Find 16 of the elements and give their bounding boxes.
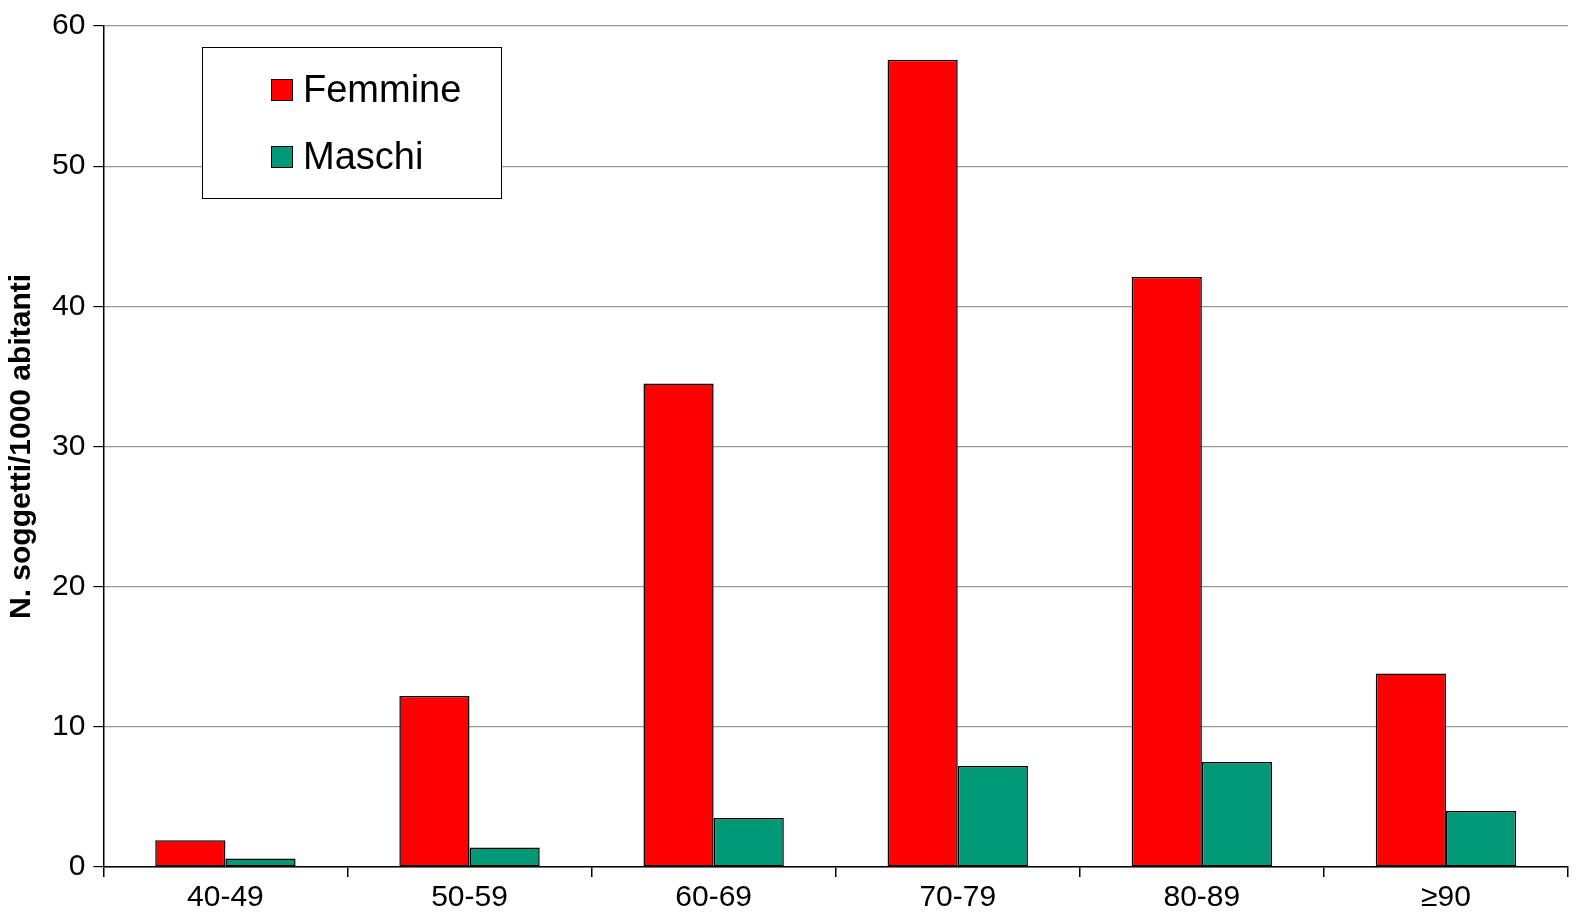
y-tick-label: 40 [51, 287, 86, 321]
legend-label: Maschi [303, 135, 424, 178]
x-tick-label: 70-79 [919, 879, 997, 913]
y-tick-label: 50 [51, 147, 86, 181]
y-tick-label: 20 [51, 567, 86, 601]
x-tick-label: 40-49 [187, 879, 264, 913]
legend-label: Femmine [303, 68, 462, 111]
y-axis-title: N. soggetti/1000 abitanti [3, 273, 37, 620]
y-tick-label: 0 [68, 848, 86, 882]
x-tick-label: 80-89 [1163, 879, 1241, 913]
x-tick-label: ≥90 [1421, 879, 1471, 913]
x-tick-label: 60-69 [675, 879, 752, 913]
y-tick-label: 30 [51, 427, 86, 461]
y-tick-label: 10 [51, 708, 86, 742]
y-tick-label: 60 [51, 7, 86, 41]
x-tick-label: 50-59 [431, 879, 508, 913]
